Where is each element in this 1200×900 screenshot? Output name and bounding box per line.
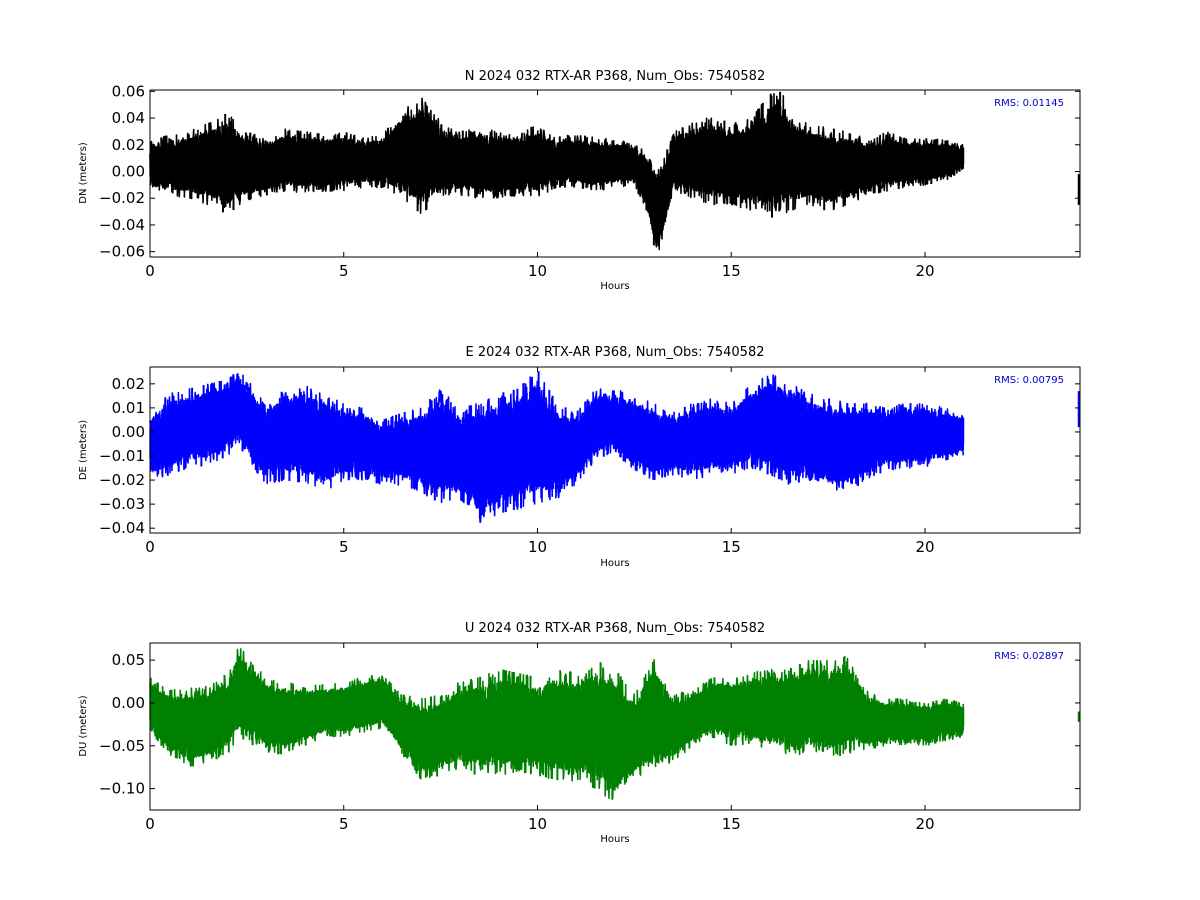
x-tick-label-north: 0	[145, 262, 155, 280]
series-spikes-up-0	[156, 660, 958, 789]
y-tick-label-north: 0.02	[112, 136, 145, 154]
x-ticks-up: 0 5 10 15 20	[145, 643, 935, 833]
plot-area-north	[149, 89, 1081, 258]
rms-label-up: RMS: 0.02897	[994, 651, 1064, 662]
axes-border-east	[149, 366, 1081, 534]
plot-area-up	[149, 642, 1081, 811]
y-tick-label-east: −0.02	[99, 471, 145, 489]
y-tick-label-east: 0.00	[112, 423, 145, 441]
y-tick-label-up: −0.10	[99, 780, 145, 798]
series-spikes-north-0	[150, 91, 961, 246]
x-tick-label-up: 10	[528, 815, 547, 833]
x-tick-label-east: 5	[339, 538, 349, 556]
y-axis-label-up: DU (meters)	[78, 695, 89, 756]
x-tick-label-east: 0	[145, 538, 155, 556]
series-spikes-east-0	[164, 371, 949, 523]
axes-border-north	[149, 89, 1081, 258]
x-tick-label-north: 15	[722, 262, 741, 280]
x-axis-label-north: Hours	[600, 281, 629, 292]
x-tick-label-up: 15	[722, 815, 741, 833]
y-tick-label-east: 0.02	[112, 375, 145, 393]
x-tick-label-north: 10	[528, 262, 547, 280]
x-tick-label-east: 10	[528, 538, 547, 556]
x-tick-label-up: 0	[145, 815, 155, 833]
chart-title-up: U 2024 032 RTX-AR P368, Num_Obs: 7540582	[465, 621, 765, 636]
chart-title-east: E 2024 032 RTX-AR P368, Num_Obs: 7540582	[466, 345, 765, 360]
panel-east: E 2024 032 RTX-AR P368, Num_Obs: 7540582…	[78, 345, 1081, 569]
series-group-north	[149, 91, 1081, 251]
y-axis-label-east: DE (meters)	[78, 420, 89, 480]
plot-area-east	[149, 366, 1081, 534]
y-tick-label-north: −0.04	[99, 216, 145, 234]
y-tick-label-east: −0.03	[99, 495, 145, 513]
y-tick-label-north: 0.06	[112, 82, 145, 100]
chart-title-north: N 2024 032 RTX-AR P368, Num_Obs: 7540582	[465, 69, 765, 84]
y-ticks-east: −0.04 −0.03 −0.02 −0.01 0.00 0.01 0.02	[99, 375, 1080, 537]
y-tick-label-north: −0.06	[99, 243, 145, 261]
y-tick-label-east: −0.04	[99, 519, 145, 537]
panel-north: N 2024 032 RTX-AR P368, Num_Obs: 7540582…	[78, 69, 1081, 292]
rms-label-east: RMS: 0.00795	[994, 375, 1064, 386]
y-axis-label-north: DN (meters)	[78, 142, 89, 204]
y-tick-label-up: 0.05	[112, 651, 145, 669]
y-ticks-up: −0.10 −0.05 0.00 0.05	[99, 651, 1080, 798]
x-tick-label-north: 20	[915, 262, 934, 280]
x-tick-label-east: 15	[722, 538, 741, 556]
x-tick-label-north: 5	[339, 262, 349, 280]
panel-up: U 2024 032 RTX-AR P368, Num_Obs: 7540582…	[78, 621, 1081, 845]
y-tick-label-east: 0.01	[112, 399, 145, 417]
axes-border-up	[149, 642, 1081, 811]
series-group-east	[149, 371, 1081, 523]
y-tick-label-north: −0.02	[99, 189, 145, 207]
y-ticks-north: −0.06 −0.04 −0.02 0.00 0.02 0.04 0.06	[99, 82, 1080, 261]
x-tick-label-east: 20	[915, 538, 934, 556]
y-tick-label-north: 0.04	[112, 109, 145, 127]
x-axis-label-up: Hours	[600, 834, 629, 845]
x-ticks-north: 0 5 10 15 20	[145, 90, 935, 280]
x-ticks-east: 0 5 10 15 20	[145, 367, 935, 556]
x-axis-label-east: Hours	[600, 558, 629, 569]
y-tick-label-east: −0.01	[99, 447, 145, 465]
y-tick-label-north: 0.00	[112, 162, 145, 180]
x-tick-label-up: 20	[915, 815, 934, 833]
y-tick-label-up: −0.05	[99, 737, 145, 755]
x-tick-label-up: 5	[339, 815, 349, 833]
series-group-up	[149, 648, 1081, 801]
y-tick-label-up: 0.00	[112, 694, 145, 712]
rms-label-north: RMS: 0.01145	[994, 98, 1064, 109]
